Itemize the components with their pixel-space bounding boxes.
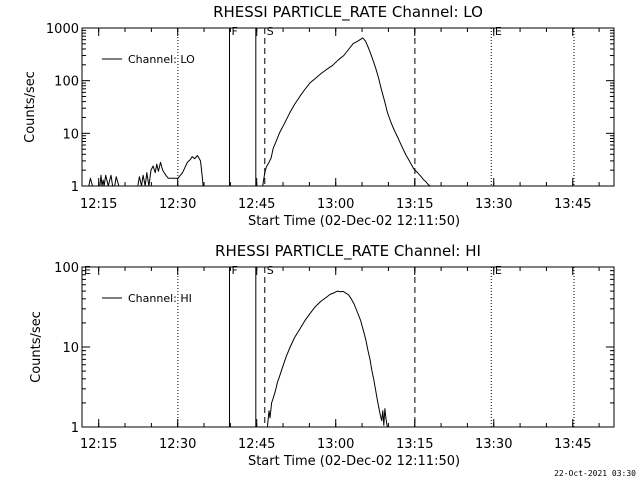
panel-hi bbox=[81, 266, 615, 428]
x-tick-label: 13:30 bbox=[475, 437, 512, 452]
plot-frame bbox=[81, 266, 615, 428]
x-axis-label: Start Time (02-Dec-02 12:11:50) bbox=[248, 214, 460, 229]
panel-lo bbox=[81, 27, 615, 187]
chart-title: RHESSI PARTICLE_RATE Channel: HI bbox=[215, 242, 481, 261]
y-tick-label: 1000 bbox=[46, 22, 79, 37]
y-tick-label: 100 bbox=[54, 261, 79, 276]
x-tick-label: 12:15 bbox=[80, 437, 117, 452]
event-marker-label: F bbox=[231, 264, 237, 277]
event-marker-label: F bbox=[231, 25, 237, 38]
x-tick-label: 12:45 bbox=[238, 437, 275, 452]
x-tick-label: 13:15 bbox=[396, 437, 433, 452]
series-line-channello bbox=[88, 37, 431, 187]
legend-label: Channel: LO bbox=[128, 53, 195, 66]
y-tick-label: 10 bbox=[62, 127, 79, 142]
event-marker-label: S bbox=[267, 25, 274, 38]
chart-title: RHESSI PARTICLE_RATE Channel: LO bbox=[213, 3, 483, 22]
x-tick-label: 12:30 bbox=[159, 197, 196, 212]
x-tick-label: 13:00 bbox=[317, 437, 354, 452]
event-marker-label: E bbox=[495, 264, 502, 277]
y-tick-label: 1 bbox=[71, 421, 79, 436]
legend-label: Channel: HI bbox=[128, 292, 192, 305]
x-tick-label: 13:45 bbox=[554, 197, 591, 212]
x-tick-label: 12:45 bbox=[238, 197, 275, 212]
x-axis-label: Start Time (02-Dec-02 12:11:50) bbox=[248, 454, 460, 469]
plot-frame bbox=[81, 27, 615, 187]
event-marker-label: E bbox=[495, 25, 502, 38]
x-tick-label: 13:45 bbox=[554, 437, 591, 452]
generated-timestamp: 22-Oct-2021 03:30 bbox=[554, 469, 636, 478]
x-tick-label: 13:15 bbox=[396, 197, 433, 212]
x-tick-label: 12:30 bbox=[159, 437, 196, 452]
x-tick-label: 12:15 bbox=[80, 197, 117, 212]
series-line-channelhi bbox=[266, 290, 388, 428]
y-tick-label: 1 bbox=[71, 180, 79, 195]
x-tick-label: 13:00 bbox=[317, 197, 354, 212]
y-tick-label: 10 bbox=[62, 341, 79, 356]
x-tick-label: 13:30 bbox=[475, 197, 512, 212]
y-axis-label: Counts/sec bbox=[29, 311, 44, 383]
event-marker-label: E bbox=[84, 264, 91, 277]
event-marker-label: S bbox=[267, 264, 274, 277]
y-tick-label: 100 bbox=[54, 75, 79, 90]
y-axis-label: Counts/sec bbox=[23, 71, 38, 143]
